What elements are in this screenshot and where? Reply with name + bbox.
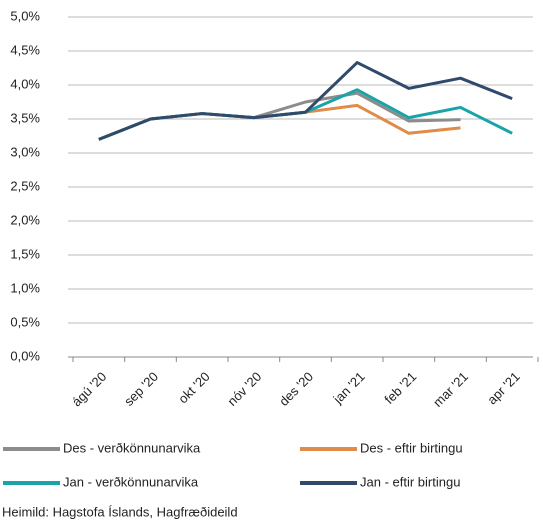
x-tick-label: ágú '20 [69, 369, 109, 409]
y-tick-label: 1,0% [10, 280, 40, 295]
x-tick-label: feb '21 [381, 369, 419, 407]
y-tick-label: 4,5% [10, 42, 40, 57]
legend-label: Jan - eftir birtingu [360, 474, 460, 489]
y-tick-label: 3,0% [10, 144, 40, 159]
series-line [98, 88, 513, 141]
legend-label: Des - verðkönnunarvika [63, 440, 201, 455]
y-tick-label: 0,5% [10, 314, 40, 329]
x-tick-label: des '20 [276, 369, 316, 409]
x-tick-label: sep '20 [121, 369, 161, 409]
x-tick-label: nóv '20 [224, 369, 264, 409]
legend-label: Des - eftir birtingu [360, 440, 463, 455]
x-tick-label: okt '20 [175, 369, 212, 406]
series-line [98, 61, 513, 141]
y-tick-label: 2,5% [10, 178, 40, 193]
y-tick-label: 1,5% [10, 246, 40, 261]
x-tick-label: jan '21 [330, 369, 368, 407]
x-tick-label: mar '21 [430, 369, 471, 410]
y-tick-label: 5,0% [10, 8, 40, 23]
legend-label: Jan - verðkönnunarvika [63, 474, 199, 489]
y-tick-label: 2,0% [10, 212, 40, 227]
y-tick-label: 3,5% [10, 110, 40, 125]
y-tick-label: 0,0% [10, 348, 40, 363]
y-tick-label: 4,0% [10, 76, 40, 91]
x-tick-label: apr '21 [484, 369, 522, 407]
source-note: Heimild: Hagstofa Íslands, Hagfræðideild [2, 504, 238, 519]
